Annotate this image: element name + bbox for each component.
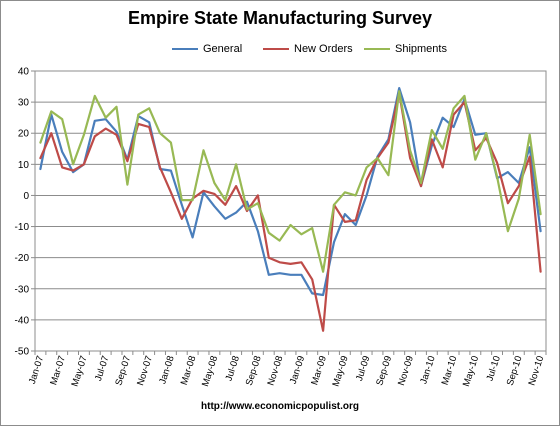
legend-label-shipments: Shipments <box>395 43 447 55</box>
legend-label-new-orders: New Orders <box>294 43 353 55</box>
x-tick-label: Jul-08 <box>224 355 242 383</box>
x-tick-label: Jul-10 <box>484 355 502 383</box>
x-tick-label: Jan-08 <box>157 355 176 386</box>
source-url: http://www.economicpopulist.org <box>201 401 359 412</box>
legend-swatch-general <box>172 48 198 50</box>
x-tick-label: May-09 <box>330 355 350 389</box>
x-tick-label: Mar-09 <box>309 355 329 387</box>
legend-swatch-new-orders <box>263 48 289 50</box>
x-tick-label: Sep-07 <box>113 355 133 388</box>
plot-area <box>34 70 547 352</box>
legend-item-general: General <box>172 43 242 55</box>
x-tick-label: May-08 <box>200 355 220 389</box>
chart-title: Empire State Manufacturing Survey <box>127 8 433 28</box>
y-tick-label: -10 <box>15 222 30 233</box>
y-tick-label: -30 <box>15 284 30 295</box>
y-tick-label: 10 <box>18 160 30 171</box>
x-tick-label: Sep-09 <box>374 355 394 388</box>
x-tick-label: Nov-07 <box>135 355 155 388</box>
x-tick-label: Jul-09 <box>354 355 372 383</box>
x-tick-label: Nov-10 <box>526 355 546 388</box>
x-tick-label: Mar-07 <box>48 355 68 387</box>
x-tick-label: Nov-09 <box>396 355 416 388</box>
chart-legend: General New Orders Shipments <box>0 43 560 57</box>
x-tick-label: Jan-09 <box>288 355 307 386</box>
x-tick-label: Sep-10 <box>505 355 525 388</box>
y-tick-label: 30 <box>18 98 30 109</box>
x-tick-label: May-10 <box>461 355 481 389</box>
y-tick-label: -50 <box>15 347 30 358</box>
x-tick-label: May-07 <box>70 355 90 389</box>
y-tick-label: -40 <box>15 315 30 326</box>
legend-label-general: General <box>203 43 243 55</box>
y-tick-label: 20 <box>18 129 30 140</box>
y-tick-label: -20 <box>15 253 30 264</box>
x-tick-label: Mar-08 <box>179 355 199 387</box>
legend-item-shipments: Shipments <box>364 43 447 55</box>
x-tick-label: Jan-10 <box>418 355 437 386</box>
x-tick-label: Jul-07 <box>93 355 111 383</box>
x-tick-label: Mar-10 <box>440 355 460 387</box>
x-tick-label: Nov-08 <box>266 355 286 388</box>
series-line-new-orders <box>39 91 542 332</box>
legend-item-new-orders: New Orders <box>263 43 353 55</box>
legend-swatch-shipments <box>364 48 390 50</box>
x-tick-label: Jan-07 <box>27 355 46 386</box>
y-tick-label: 0 <box>23 191 29 202</box>
series-line-shipments <box>39 90 542 273</box>
y-tick-label: 40 <box>18 67 30 78</box>
x-tick-label: Sep-08 <box>244 355 264 388</box>
